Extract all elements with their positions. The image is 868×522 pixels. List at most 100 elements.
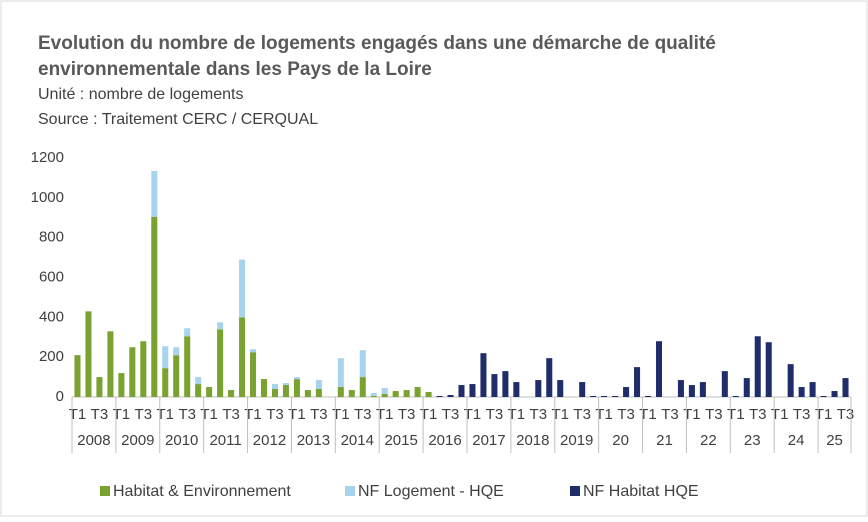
bar bbox=[546, 358, 553, 397]
x-tick-label: T1 bbox=[288, 406, 306, 423]
bar bbox=[118, 373, 125, 397]
bar bbox=[798, 387, 805, 397]
bar bbox=[206, 387, 213, 397]
bar bbox=[809, 382, 816, 397]
bar bbox=[403, 390, 410, 397]
x-tick-label: T1 bbox=[815, 406, 833, 423]
bar bbox=[590, 396, 597, 397]
bar bbox=[293, 379, 300, 397]
x-group-label: 24 bbox=[788, 432, 805, 449]
x-tick-label: T1 bbox=[683, 406, 701, 423]
bar bbox=[831, 391, 838, 397]
bar bbox=[502, 371, 509, 397]
x-tick-label: T1 bbox=[727, 406, 745, 423]
x-tick-label: T1 bbox=[69, 406, 87, 423]
bar bbox=[129, 347, 136, 397]
bar bbox=[359, 377, 366, 397]
legend-swatch bbox=[570, 486, 580, 496]
bar bbox=[250, 352, 257, 397]
bar bbox=[623, 387, 630, 397]
bar bbox=[743, 378, 750, 397]
bar bbox=[370, 393, 377, 397]
x-group-label: 2015 bbox=[384, 432, 417, 449]
x-tick-label: T3 bbox=[617, 406, 635, 423]
bar bbox=[228, 390, 235, 397]
bar bbox=[699, 382, 706, 397]
x-tick-label: T3 bbox=[486, 406, 504, 423]
bar bbox=[293, 377, 300, 380]
x-tick-label: T1 bbox=[200, 406, 218, 423]
y-tick-label: 400 bbox=[39, 308, 64, 325]
x-group-label: 2011 bbox=[209, 432, 241, 449]
bar bbox=[184, 336, 191, 397]
bar bbox=[74, 355, 81, 397]
bar bbox=[842, 378, 849, 397]
legend-swatch bbox=[100, 486, 110, 496]
bar bbox=[239, 259, 246, 318]
x-tick-label: T1 bbox=[639, 406, 657, 423]
bar bbox=[195, 384, 202, 397]
bar bbox=[491, 374, 498, 397]
bar bbox=[348, 390, 355, 397]
bar bbox=[250, 349, 257, 353]
x-tick-label: T1 bbox=[464, 406, 482, 423]
legend-label: Habitat & Environnement bbox=[113, 483, 291, 500]
x-group-label: 25 bbox=[826, 432, 843, 449]
x-tick-label: T3 bbox=[442, 406, 460, 423]
bar bbox=[612, 396, 619, 397]
bar bbox=[282, 383, 289, 386]
x-tick-label: T1 bbox=[113, 406, 131, 423]
y-tick-label: 1000 bbox=[31, 189, 64, 206]
y-tick-label: 0 bbox=[56, 388, 64, 405]
bar bbox=[645, 396, 652, 397]
bar bbox=[140, 341, 147, 397]
x-tick-label: T1 bbox=[771, 406, 789, 423]
x-group-label: 2018 bbox=[516, 432, 549, 449]
x-tick-label: T3 bbox=[354, 406, 372, 423]
x-group-label: 22 bbox=[700, 432, 717, 449]
bar bbox=[655, 341, 663, 397]
x-tick-label: T3 bbox=[705, 406, 723, 423]
y-tick-label: 600 bbox=[39, 268, 64, 285]
bar bbox=[634, 367, 641, 397]
bar bbox=[162, 346, 169, 369]
x-group-label: 2008 bbox=[77, 432, 110, 449]
legend-label: NF Habitat HQE bbox=[583, 483, 699, 500]
bar bbox=[765, 342, 772, 397]
bar bbox=[469, 384, 476, 397]
bar bbox=[173, 347, 180, 356]
x-tick-label: T3 bbox=[310, 406, 328, 423]
x-tick-label: T3 bbox=[222, 406, 240, 423]
x-tick-label: T1 bbox=[420, 406, 438, 423]
bar bbox=[337, 387, 344, 397]
bar bbox=[282, 385, 289, 397]
bar bbox=[601, 396, 608, 397]
bar bbox=[787, 364, 794, 397]
x-group-label: 2010 bbox=[165, 432, 198, 449]
x-tick-label: T1 bbox=[551, 406, 569, 423]
subtitle: Source : Traitement CERC / CERQUAL bbox=[38, 111, 318, 128]
bar bbox=[721, 371, 728, 397]
bar bbox=[820, 396, 827, 397]
chart-title: environnementale dans les Pays de la Loi… bbox=[38, 59, 432, 80]
bar bbox=[151, 216, 158, 397]
bar bbox=[557, 380, 564, 397]
x-tick-label: T1 bbox=[508, 406, 526, 423]
bar bbox=[260, 379, 268, 397]
x-group-label: 2012 bbox=[253, 432, 286, 449]
legend-label: NF Logement - HQE bbox=[358, 483, 504, 500]
bar bbox=[381, 394, 388, 397]
bar bbox=[677, 380, 684, 397]
x-group-label: 2014 bbox=[341, 432, 374, 449]
bar bbox=[688, 385, 695, 397]
x-group-label: 2017 bbox=[472, 432, 505, 449]
bar bbox=[732, 396, 739, 397]
bar bbox=[370, 396, 377, 397]
bar bbox=[184, 328, 191, 337]
y-tick-label: 800 bbox=[39, 229, 64, 246]
chart-title: Evolution du nombre de logements engagés… bbox=[38, 33, 716, 54]
x-group-label: 21 bbox=[656, 432, 673, 449]
bar bbox=[480, 353, 487, 397]
bar bbox=[359, 350, 366, 378]
bar bbox=[458, 385, 465, 397]
